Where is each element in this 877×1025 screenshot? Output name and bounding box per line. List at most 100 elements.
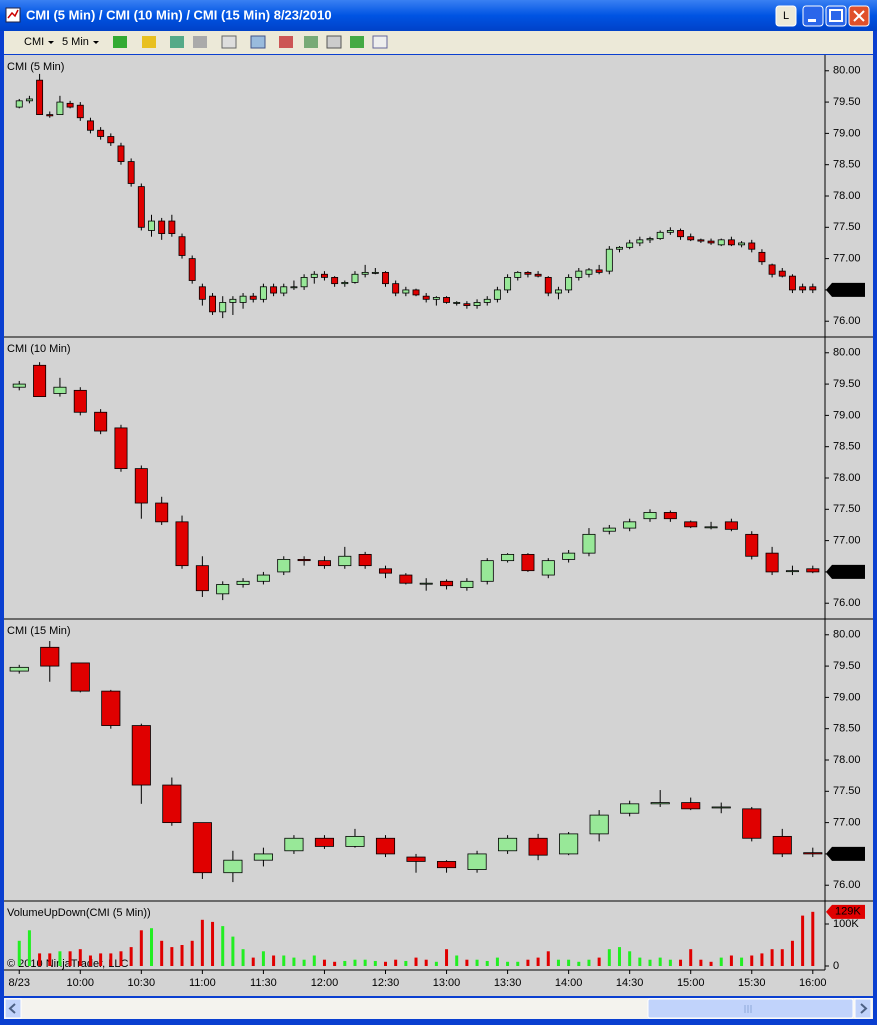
candle-body — [565, 276, 573, 291]
volume-bar — [719, 957, 723, 966]
minimize-button[interactable] — [802, 5, 824, 27]
volume-bar — [292, 957, 296, 966]
x-tick-label: 16:00 — [799, 977, 827, 989]
candle-body — [36, 79, 44, 116]
volume-bar — [78, 949, 82, 966]
x-tick-label: 10:30 — [128, 977, 156, 989]
candle-body — [467, 853, 487, 870]
chart-style-button[interactable] — [113, 36, 127, 48]
candle-body — [772, 835, 792, 855]
panel-title: CMI (5 Min) — [7, 61, 64, 73]
volume-bar — [729, 955, 733, 966]
candle-body — [738, 242, 746, 246]
indicator-button[interactable] — [326, 35, 342, 49]
candle-body — [399, 574, 413, 584]
candle-body — [582, 533, 596, 554]
candle-body — [620, 803, 640, 814]
candle-body — [300, 276, 308, 288]
volume-bar — [99, 953, 103, 966]
volume-bar — [109, 953, 113, 966]
candle-body — [371, 271, 379, 274]
candle-body — [134, 468, 148, 504]
candle-body — [493, 289, 501, 300]
last-value-marker — [826, 846, 865, 861]
candle-body — [541, 560, 555, 576]
volume-bar — [638, 957, 642, 966]
order-button[interactable] — [350, 36, 364, 48]
candle-body — [382, 271, 389, 285]
candle-body — [483, 298, 491, 303]
volume-bar — [241, 949, 245, 966]
pointer-button[interactable] — [221, 35, 237, 49]
candle-body — [12, 383, 26, 388]
remove-tool-button[interactable] — [193, 36, 207, 48]
x-tick-label: 11:30 — [250, 977, 277, 989]
y-tick-label: 79.00 — [833, 691, 861, 703]
scroll-grip — [744, 1005, 752, 1013]
volume-bar — [160, 940, 164, 966]
data-box-button[interactable] — [372, 35, 388, 49]
y-tick-label: 77.50 — [833, 221, 861, 233]
volume-bar — [536, 957, 540, 966]
close-icon — [853, 10, 865, 22]
candle-body — [127, 161, 135, 184]
candle-body — [209, 295, 216, 313]
interval-selector[interactable]: 5 Min — [62, 36, 89, 48]
x-tick-label: 12:30 — [372, 977, 400, 989]
scroll-right-button[interactable] — [854, 998, 872, 1019]
candle-body — [602, 527, 616, 532]
candle-body — [297, 558, 311, 562]
candle-body — [341, 282, 349, 285]
volume-bar — [200, 919, 204, 966]
volume-bar — [658, 957, 662, 966]
add-tool-button[interactable] — [170, 36, 184, 48]
candle-body — [253, 853, 273, 861]
link-button[interactable] — [775, 5, 797, 27]
volume-bar — [88, 955, 92, 966]
window-title: CMI (5 Min) / CMI (10 Min) / CMI (15 Min… — [26, 7, 332, 22]
candle-body — [704, 526, 718, 529]
candle-body — [575, 270, 583, 278]
candle-body — [768, 264, 776, 275]
volume-bar — [516, 961, 520, 966]
volume-bar — [48, 953, 52, 966]
candle-body — [748, 242, 756, 250]
candle-body — [66, 102, 74, 108]
properties-button[interactable] — [279, 36, 293, 48]
candle-body — [192, 822, 212, 874]
candle-body — [317, 560, 331, 567]
zoom-button[interactable] — [250, 35, 266, 49]
volume-bar — [455, 955, 459, 966]
candle-body — [460, 580, 474, 588]
volume-bar — [38, 953, 42, 966]
y-tick-label: 77.50 — [833, 503, 861, 515]
candle-body — [498, 837, 518, 852]
volume-bar — [801, 915, 805, 966]
drawing-tool-button[interactable] — [142, 36, 156, 48]
candle-body — [338, 555, 352, 567]
candle-body — [15, 100, 23, 108]
candle-body — [806, 568, 820, 573]
volume-bar — [261, 951, 265, 966]
candle-body — [717, 239, 725, 246]
volume-bar — [302, 959, 306, 966]
instrument-selector[interactable]: CMI — [24, 36, 44, 48]
y-tick-label: 77.00 — [833, 817, 861, 829]
volume-bar — [811, 911, 815, 966]
volume-bar — [322, 959, 326, 966]
candle-body — [76, 104, 84, 119]
candle-body — [25, 98, 33, 102]
candle-body — [131, 725, 151, 786]
candle-body — [521, 553, 535, 572]
candle-body — [681, 802, 701, 810]
candle-body — [605, 248, 613, 272]
strategy-button[interactable] — [304, 36, 318, 48]
volume-bar — [648, 959, 652, 966]
candle-body — [745, 533, 759, 557]
candle-body — [284, 837, 304, 852]
scroll-left-button[interactable] — [4, 998, 22, 1019]
candle-body — [277, 558, 291, 573]
maximize-icon — [829, 9, 843, 22]
candle-body — [351, 273, 359, 283]
minimize-icon — [808, 19, 816, 22]
